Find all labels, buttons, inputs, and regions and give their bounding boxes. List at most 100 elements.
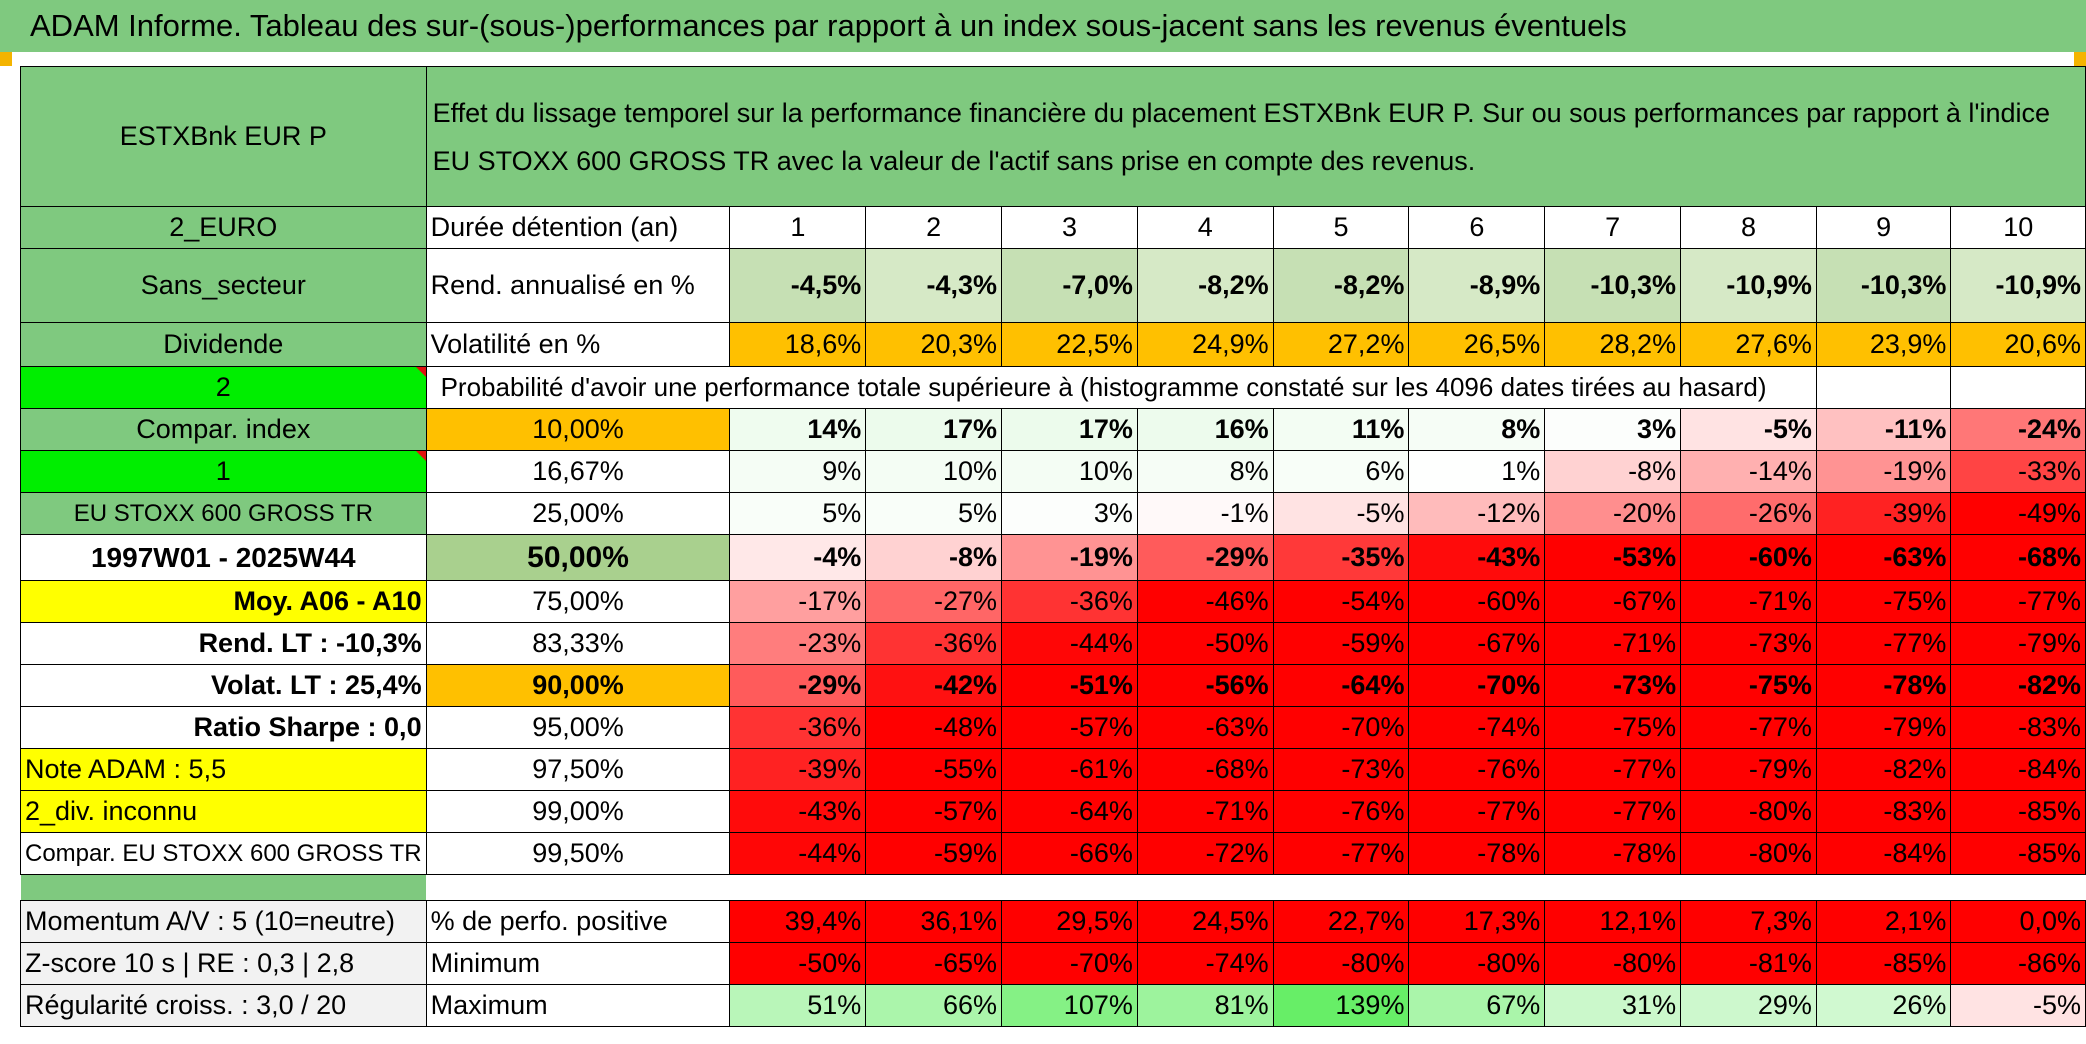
rend-label: Rend. annualisé en % [425,248,731,323]
perf-cell: -27% [865,580,1003,623]
perf-cell: -48% [865,706,1003,749]
perf-cell: -55% [865,748,1003,791]
perf-cell: -8% [865,534,1003,581]
perf-cell: -85% [1950,790,2086,833]
perf-cell: -49% [1950,492,2086,535]
year-header: 3 [1001,206,1138,249]
perf-cell: -29% [1136,534,1274,581]
proba-label: Probabilité d'avoir une performance tota… [425,366,1817,409]
positive-value: 17,3% [1408,900,1546,943]
sharpe-label: Ratio Sharpe : 0,0 [20,706,427,749]
volat-value: 27,2% [1272,322,1410,367]
minimum-value: -81% [1680,942,1817,985]
year-header: 5 [1272,206,1410,249]
minimum-value: -74% [1136,942,1274,985]
rend-value: -10,9% [1950,248,2086,323]
table-description: Effet du lissage temporel sur la perform… [425,66,2086,207]
perf-cell: -77% [1272,832,1410,875]
perf-cell: -35% [1272,534,1410,581]
perf-cell: -77% [1815,622,1952,665]
perf-cell: 8% [1408,408,1546,451]
minimum-value: -80% [1272,942,1410,985]
perf-cell: -75% [1544,706,1682,749]
perf-cell: -64% [1001,790,1138,833]
perf-cell: -70% [1408,664,1546,707]
rend-value: -8,2% [1136,248,1274,323]
compar-index-label: Compar. index [20,408,427,451]
perf-cell: -82% [1815,748,1952,791]
perf-cell: -74% [1408,706,1546,749]
perf-cell: -39% [1815,492,1952,535]
zscore-label: Z-score 10 s | RE : 0,3 | 2,8 [20,942,427,985]
perf-cell: -78% [1815,664,1952,707]
positive-value: 29,5% [1001,900,1138,943]
maximum-value: 107% [1001,984,1138,1027]
perf-cell: -53% [1544,534,1682,581]
perf-cell: -51% [1001,664,1138,707]
perf-cell: -33% [1950,450,2086,493]
minimum-value: -70% [1001,942,1138,985]
perf-cell: -77% [1408,790,1546,833]
perf-cell: -67% [1408,622,1546,665]
minimum-value: -50% [729,942,867,985]
corner-marker-right [2074,52,2086,66]
perf-cell: -72% [1136,832,1274,875]
perf-cell: -60% [1680,534,1817,581]
rend-value: -4,5% [729,248,867,323]
perf-cell: -71% [1136,790,1274,833]
perf-cell: -17% [729,580,867,623]
frame-bar [0,52,2086,66]
index-flag-label: 1 [20,450,427,493]
perf-cell: 3% [1001,492,1138,535]
positive-value: 7,3% [1680,900,1817,943]
duration-label: Durée détention (an) [425,206,731,249]
perf-cell: -42% [865,664,1003,707]
perf-cell: -64% [1272,664,1410,707]
perf-cell: 17% [865,408,1003,451]
perf-cell: -80% [1680,790,1817,833]
perf-cell: 1% [1408,450,1546,493]
perf-cell: -14% [1680,450,1817,493]
perf-cell: -61% [1001,748,1138,791]
dividend-label: Dividende [20,322,427,367]
volat-value: 23,9% [1815,322,1952,367]
perf-cell: -66% [1001,832,1138,875]
perf-cell: -44% [729,832,867,875]
minimum-value: -85% [1815,942,1952,985]
perf-cell: -79% [1680,748,1817,791]
report-title: ADAM Informe. Tableau des sur-(sous-)per… [0,0,2086,52]
compar-full-label: Compar. EU STOXX 600 GROSS TR [20,832,427,875]
index-name-label: EU STOXX 600 GROSS TR [20,492,427,535]
mode-label: 2 [20,366,427,409]
volat-value: 20,3% [865,322,1003,367]
perf-cell: -68% [1136,748,1274,791]
perf-cell: 8% [1136,450,1274,493]
perf-cell: -68% [1950,534,2086,581]
perf-cell: -56% [1136,664,1274,707]
perf-cell: -36% [1001,580,1138,623]
performance-table: ESTXBnk EUR P Effet du lissage temporel … [20,66,2086,1027]
positive-value: 22,7% [1272,900,1410,943]
minimum-value: -80% [1408,942,1546,985]
perf-cell: 3% [1544,408,1682,451]
perf-cell: -11% [1815,408,1952,451]
quantile-value: 90,00% [425,664,731,707]
perf-cell: -77% [1950,580,2086,623]
perf-cell: 14% [729,408,867,451]
maximum-value: 29% [1680,984,1817,1027]
maximum-value: 51% [729,984,867,1027]
perf-cell: -67% [1544,580,1682,623]
positive-value: 0,0% [1950,900,2086,943]
quantile-value: 99,50% [425,832,731,875]
perf-cell: -39% [729,748,867,791]
perf-cell: -79% [1815,706,1952,749]
momentum-label: Momentum A/V : 5 (10=neutre) [20,900,427,943]
year-header: 8 [1680,206,1817,249]
perf-cell: 6% [1272,450,1410,493]
perf-cell: -77% [1680,706,1817,749]
rend-value: -10,3% [1544,248,1682,323]
perf-cell: 11% [1272,408,1410,451]
perf-cell: -57% [865,790,1003,833]
minimum-value: -86% [1950,942,2086,985]
perf-cell: -46% [1136,580,1274,623]
